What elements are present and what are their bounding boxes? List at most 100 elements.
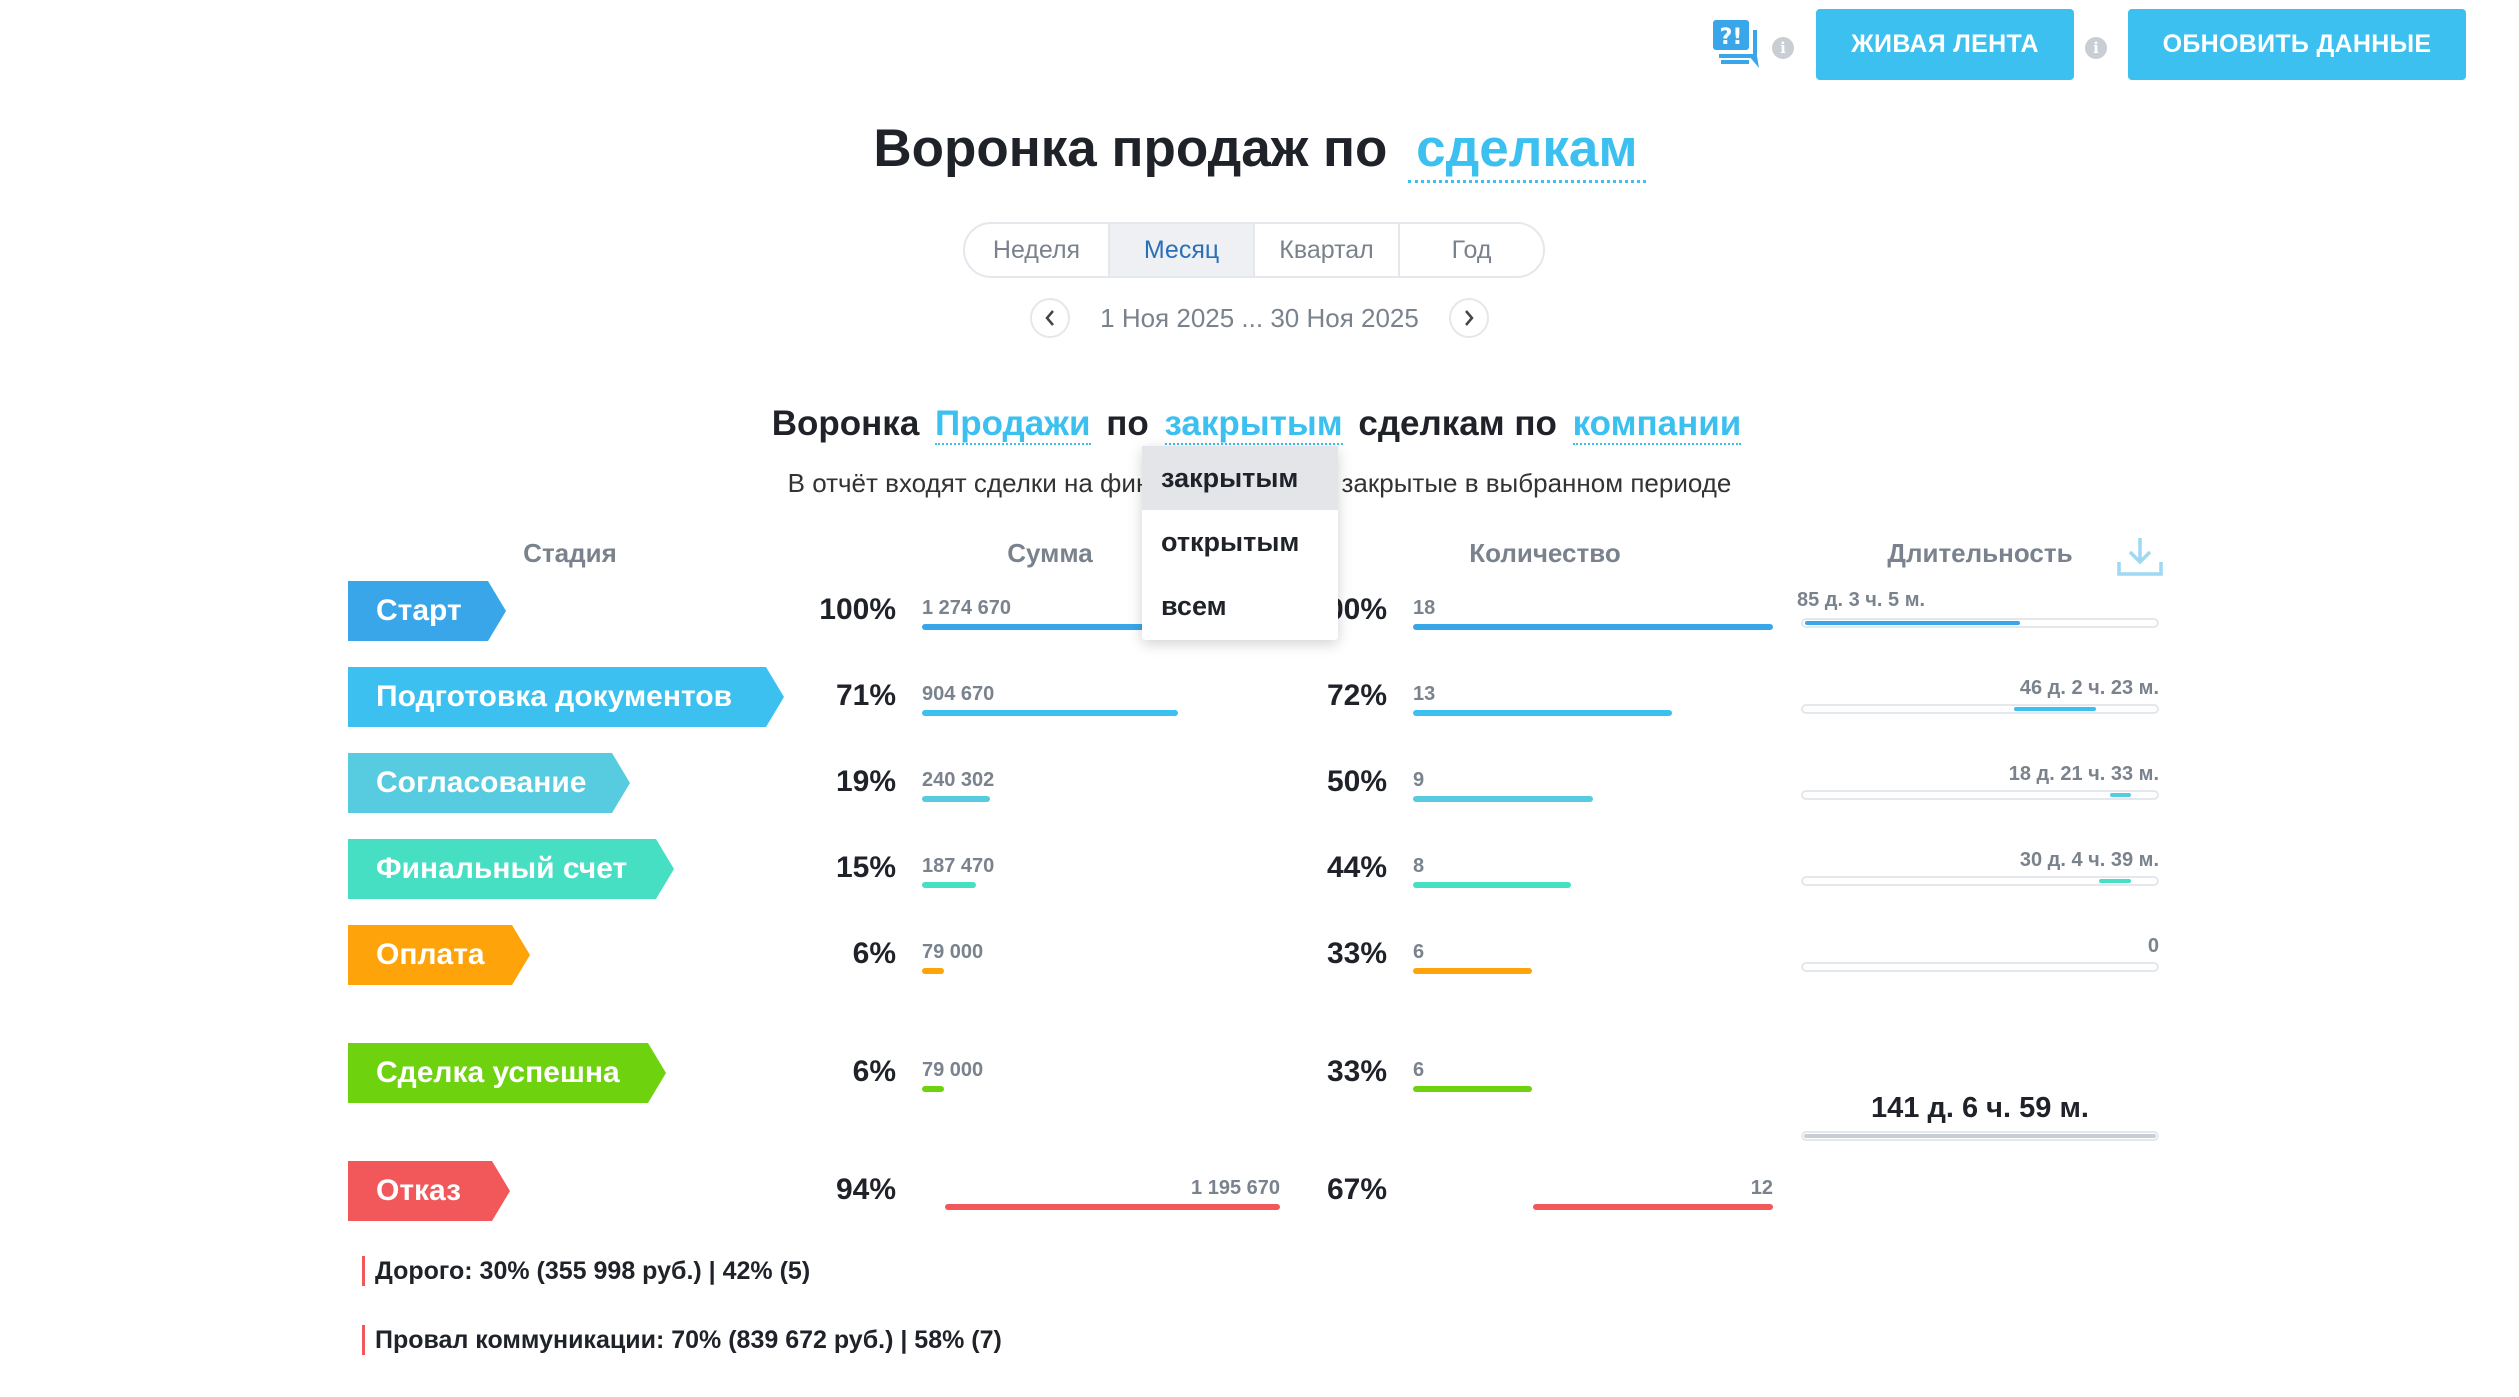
stage-chip[interactable]: Сделка успешна: [348, 1043, 666, 1103]
page-title: Воронка продаж по сделкам: [0, 118, 2519, 183]
header-stage: Стадия: [523, 538, 617, 568]
total-duration-bar: [1801, 1131, 2159, 1141]
count-bar: [1413, 1086, 1532, 1092]
subtitle-text: сделкам по: [1358, 404, 1557, 443]
funnel-selector[interactable]: Продажи: [935, 404, 1091, 445]
sum-value: 240 302: [922, 769, 995, 791]
count-percent: 50%: [1326, 765, 1387, 798]
count-value: 6: [1413, 1059, 1425, 1081]
sum-bar: [945, 1204, 1280, 1210]
duration-track: [1801, 876, 2159, 886]
svg-text:?!: ?!: [1720, 25, 1743, 50]
duration-value: 85 д. 3 ч. 5 м.: [1797, 589, 1926, 611]
header-count: Количество: [1469, 538, 1621, 568]
dropdown-option-open[interactable]: открытым: [1161, 526, 1300, 557]
sum-bar: [922, 1086, 944, 1092]
reject-reason: Дорого: 30% (355 998 руб.) | 42% (5): [362, 1256, 810, 1286]
count-percent: 33%: [1326, 1055, 1387, 1088]
stage-chip[interactable]: Согласование: [348, 753, 630, 813]
sum-value: 1 195 670: [1191, 1177, 1280, 1199]
subtitle-text: по: [1106, 404, 1149, 443]
dropdown-option-all[interactable]: всем: [1161, 590, 1227, 621]
date-navigator: 1 Ноя 2025 ... 30 Ноя 2025: [0, 298, 2519, 338]
count-bar: [1413, 710, 1672, 716]
count-bar: [1413, 796, 1593, 802]
count-percent: 44%: [1326, 851, 1387, 884]
date-range: 1 Ноя 2025 ... 30 Ноя 2025: [1100, 302, 1419, 333]
sum-percent: 19%: [835, 765, 896, 798]
count-percent: 67%: [1326, 1173, 1387, 1206]
info-icon[interactable]: i: [1772, 37, 1794, 59]
next-period-button[interactable]: [1448, 298, 1489, 338]
chevron-right-icon: [1464, 310, 1474, 326]
count-percent: 33%: [1326, 937, 1387, 970]
stage-chip[interactable]: Подготовка документов: [348, 667, 784, 727]
duration-value: 30 д. 4 ч. 39 м.: [2019, 849, 2159, 871]
question-chat-icon[interactable]: ?!: [1709, 18, 1763, 72]
duration-fill: [1805, 621, 2020, 625]
title-entity-selector[interactable]: сделкам: [1408, 119, 1646, 183]
deal-state-selector[interactable]: закрытым: [1164, 404, 1343, 445]
duration-fill: [2014, 707, 2096, 711]
subtitle-text: Воронка: [771, 404, 920, 443]
duration-track: [1801, 962, 2159, 972]
info-icon[interactable]: i: [2085, 37, 2107, 59]
tab-week[interactable]: Неделя: [965, 224, 1110, 276]
sum-percent: 6%: [852, 1055, 896, 1088]
stage-chip[interactable]: Отказ: [348, 1161, 510, 1221]
stage-chip[interactable]: Финальный счет: [348, 839, 674, 899]
sum-bar: [922, 710, 1178, 716]
sum-percent: 100%: [819, 593, 896, 626]
count-percent: 72%: [1326, 679, 1387, 712]
count-bar: [1413, 968, 1532, 974]
count-value: 6: [1413, 941, 1425, 963]
chevron-left-icon: [1045, 310, 1055, 326]
duration-value: 0: [2147, 935, 2159, 957]
reject-reason: Провал коммуникации: 70% (839 672 руб.) …: [362, 1325, 1002, 1355]
stage-chip[interactable]: Старт: [348, 581, 506, 641]
sum-value: 79 000: [922, 941, 984, 963]
count-bar: [1533, 1204, 1773, 1210]
sum-bar: [922, 624, 1282, 630]
tab-month[interactable]: Месяц: [1110, 224, 1255, 276]
sum-value: 904 670: [922, 683, 995, 705]
duration-track: [1801, 704, 2159, 714]
sum-percent: 15%: [835, 851, 896, 884]
duration-track: [1801, 790, 2159, 800]
count-value: 8: [1413, 855, 1425, 877]
sum-value: 1 274 670: [922, 597, 1011, 619]
period-tabs: Неделя Месяц Квартал Год: [963, 222, 1545, 278]
deal-state-dropdown: закрытым открытым всем: [1142, 446, 1338, 640]
count-bar: [1413, 624, 1773, 630]
live-feed-button[interactable]: ЖИВАЯ ЛЕНТА: [1816, 9, 2074, 80]
duration-value: 18 д. 21 ч. 33 м.: [2008, 763, 2159, 785]
duration-value: 46 д. 2 ч. 23 м.: [2019, 677, 2159, 699]
prev-period-button[interactable]: [1030, 298, 1071, 338]
sum-bar: [922, 882, 976, 888]
header-duration: Длительность: [1887, 538, 2073, 568]
count-value: 9: [1413, 769, 1425, 791]
total-duration: 141 д. 6 ч. 59 м.: [1871, 1092, 2089, 1124]
duration-fill: [2099, 879, 2131, 883]
dropdown-option-closed[interactable]: закрытым: [1142, 446, 1338, 510]
sum-bar: [922, 796, 990, 802]
tab-quarter[interactable]: Квартал: [1255, 224, 1400, 276]
count-value: 12: [1750, 1177, 1773, 1199]
stage-chip[interactable]: Оплата: [348, 925, 530, 985]
sum-bar: [922, 968, 944, 974]
refresh-data-button[interactable]: ОБНОВИТЬ ДАННЫЕ: [2128, 9, 2466, 80]
funnel-subtitle: Воронка Продажи по закрытым сделкам по к…: [0, 404, 2519, 445]
sum-value: 79 000: [922, 1059, 984, 1081]
duration-fill: [2110, 793, 2131, 797]
count-value: 13: [1413, 683, 1436, 705]
header-sum: Сумма: [1007, 538, 1093, 568]
sum-percent: 71%: [835, 679, 896, 712]
sum-percent: 6%: [852, 937, 896, 970]
group-by-selector[interactable]: компании: [1572, 404, 1742, 445]
sum-value: 187 470: [922, 855, 995, 877]
title-prefix: Воронка продаж по: [873, 119, 1388, 178]
sum-percent: 94%: [835, 1173, 896, 1206]
download-icon[interactable]: [2115, 534, 2165, 580]
tab-year[interactable]: Год: [1451, 235, 1492, 264]
duration-track: [1801, 618, 2159, 628]
